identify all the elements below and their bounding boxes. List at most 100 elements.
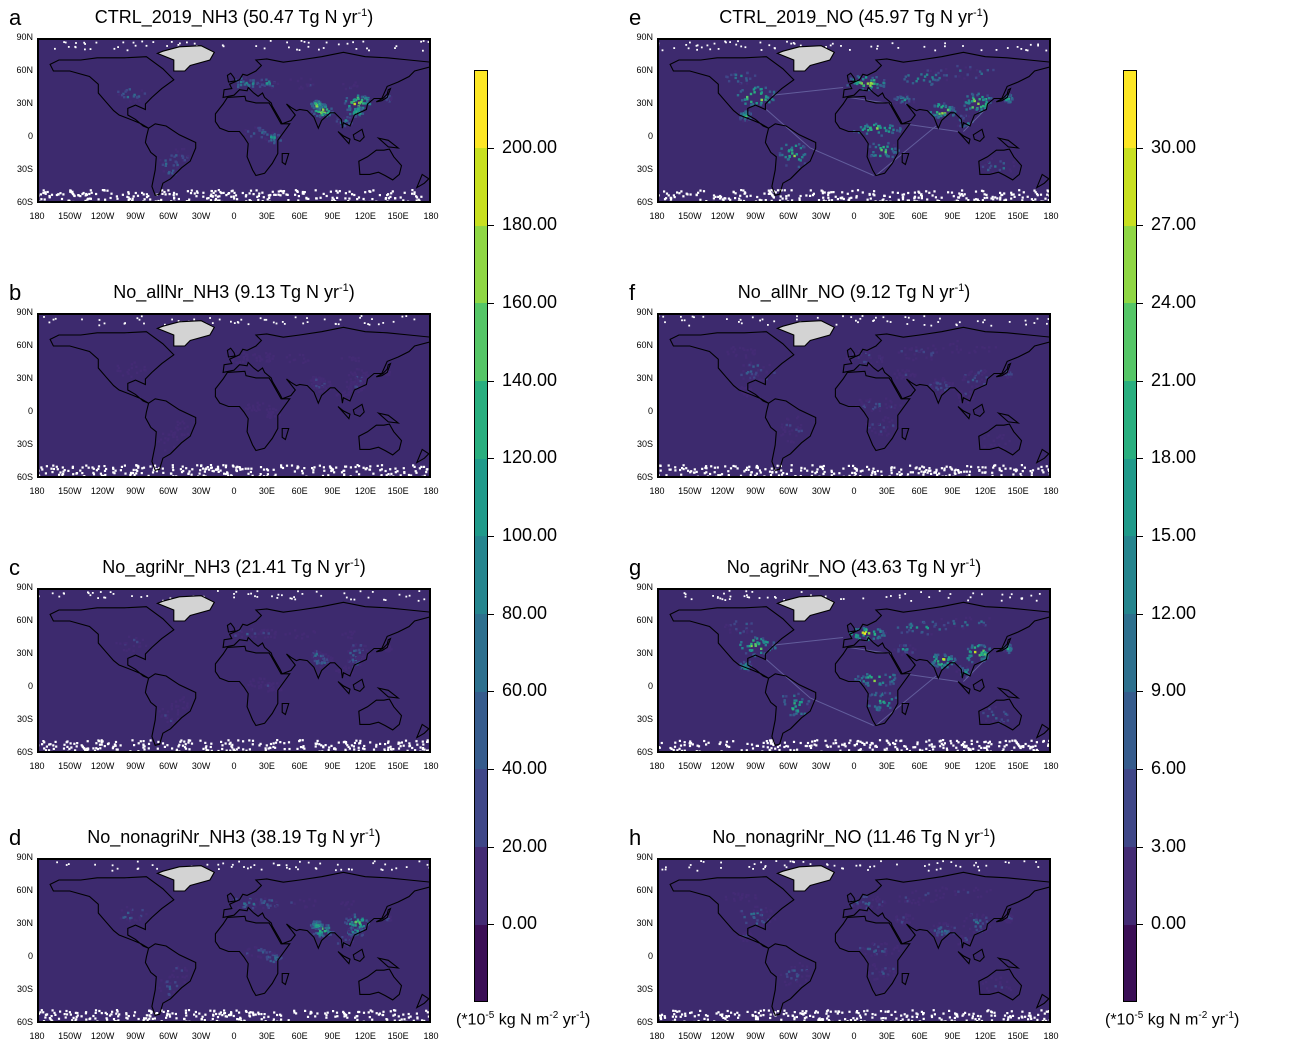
coastline-indonesia1 xyxy=(337,406,351,420)
coastline-northAmerica xyxy=(49,331,175,404)
lat-label: 90N xyxy=(636,32,653,42)
colorbar-segment xyxy=(474,536,488,615)
panel-letter: a xyxy=(9,5,22,30)
lon-label: 120W xyxy=(90,1031,115,1041)
lat-label: 30N xyxy=(636,648,653,658)
coastline-madagascar xyxy=(281,702,290,716)
lat-label: 90N xyxy=(16,307,33,317)
lat-label: 30N xyxy=(16,98,33,108)
coastline-japan xyxy=(376,362,392,378)
coastline-madagascar xyxy=(901,702,910,716)
lon-label: 180 xyxy=(1043,761,1059,771)
colorbar-segment xyxy=(1123,613,1137,692)
lon-label: 60W xyxy=(779,761,798,771)
lat-label: 0 xyxy=(27,131,33,141)
panel-letter: h xyxy=(629,825,642,850)
colorbar-tick xyxy=(488,769,494,770)
colorbar-segment xyxy=(474,769,488,848)
lon-label: 90W xyxy=(126,1031,145,1041)
colorbar-tick xyxy=(1137,380,1143,382)
lon-label: 0 xyxy=(851,761,857,771)
lat-label: 30N xyxy=(16,373,33,383)
coastline-africa xyxy=(214,95,291,177)
coastline-greenland xyxy=(775,320,836,347)
lon-label: 180 xyxy=(29,486,45,496)
coastline-eurasia xyxy=(222,51,429,130)
lon-label: 30E xyxy=(878,211,895,221)
lat-label: 60S xyxy=(636,747,653,757)
colorbar-segment xyxy=(1123,924,1137,1003)
lat-label: 90N xyxy=(636,582,653,592)
coastline-australia xyxy=(978,968,1023,1001)
colorbar-label: 15.00 xyxy=(1151,525,1197,545)
colorbar-label: 80.00 xyxy=(502,602,548,623)
colorbar-tick xyxy=(488,691,494,693)
lat-label: 90N xyxy=(16,852,33,862)
coastline-madagascar xyxy=(281,152,290,166)
lon-label: 150E xyxy=(387,486,409,496)
lon-label: 30W xyxy=(191,1031,211,1041)
lat-label: 30S xyxy=(16,164,33,174)
coastline-australia xyxy=(978,148,1023,181)
colorbar-segment xyxy=(474,380,488,459)
lon-label: 120W xyxy=(710,1031,735,1041)
coastline-newguinea xyxy=(996,957,1021,969)
coastline-eurasia xyxy=(222,326,429,405)
lat-label: 90N xyxy=(16,32,33,42)
lon-label: 120E xyxy=(354,1031,376,1041)
coastline-nz xyxy=(1035,993,1049,1009)
coastline-eurasia xyxy=(222,601,429,680)
panel-title: CTRL_2019_NH3 (50.47 Tg N yr-1) xyxy=(94,7,374,27)
panel-title: No_allNr_NO (9.12 Tg N yr-1) xyxy=(737,282,971,302)
lat-label: 60S xyxy=(636,1017,653,1027)
lon-label: 60E xyxy=(291,486,308,496)
coastline-eurasia xyxy=(842,601,1049,680)
coastline-indonesia2 xyxy=(352,128,365,143)
lon-label: 120W xyxy=(710,486,735,496)
lon-label: 180 xyxy=(649,1031,665,1041)
lat-label: 60N xyxy=(16,340,33,350)
colorbar-label: 140.00 xyxy=(502,369,558,390)
coastline-australia xyxy=(358,148,403,181)
lon-label: 30W xyxy=(811,1031,831,1041)
coastline-indonesia2 xyxy=(352,403,365,418)
colorbar-label: 18.00 xyxy=(1151,447,1197,468)
lon-label: 60E xyxy=(911,486,928,496)
lat-label: 0 xyxy=(647,406,653,416)
coastline-madagascar xyxy=(901,972,910,986)
colorbar-unit: (*10-5 kg N m-2 yr-1) xyxy=(456,1010,591,1029)
coastline-greenland xyxy=(775,45,836,72)
coastline-southAmerica xyxy=(764,398,817,471)
coastline-greenland xyxy=(155,45,216,72)
lon-label: 120W xyxy=(710,211,735,221)
lon-label: 60W xyxy=(159,761,178,771)
lon-label: 120W xyxy=(90,486,115,496)
map-c xyxy=(37,588,431,753)
colorbar-tick xyxy=(488,846,494,848)
lat-label: 0 xyxy=(647,681,653,691)
coastline-africa xyxy=(214,645,291,727)
coastline-madagascar xyxy=(901,427,910,441)
coastline-indonesia2 xyxy=(972,948,985,963)
colorbar-tick xyxy=(488,613,494,615)
coastline-eurasia xyxy=(842,326,1049,405)
colorbar-tick xyxy=(1137,769,1143,770)
lon-label: 30E xyxy=(878,761,895,771)
coastline-uk xyxy=(226,892,236,903)
lon-label: 120E xyxy=(974,761,996,771)
colorbar-segment xyxy=(474,691,488,770)
lat-label: 60N xyxy=(16,615,33,625)
colorbar-tick xyxy=(1137,536,1143,537)
coastline-australia xyxy=(978,698,1023,731)
lon-label: 0 xyxy=(851,1031,857,1041)
colorbar-tick xyxy=(1137,225,1143,227)
colorbar-label: 0.00 xyxy=(1151,913,1187,934)
lon-label: 30E xyxy=(258,211,275,221)
lon-label: 150E xyxy=(1007,1031,1029,1041)
lon-label: 150E xyxy=(387,761,409,771)
lon-label: 120E xyxy=(354,761,376,771)
colorbar-tick xyxy=(1137,924,1143,926)
colorbar-segment xyxy=(474,458,488,537)
lon-label: 120E xyxy=(974,1031,996,1041)
lon-label: 180 xyxy=(649,761,665,771)
